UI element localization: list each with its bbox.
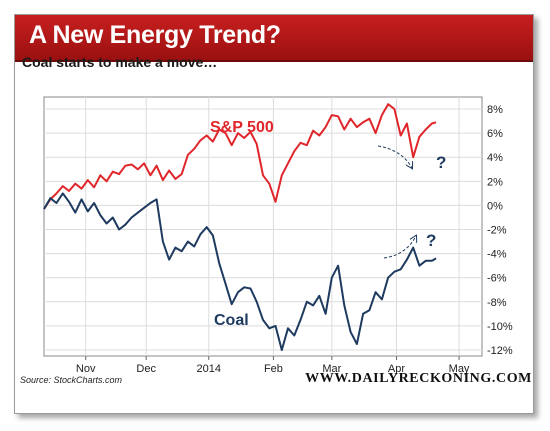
- x-tick-label: Feb: [264, 363, 283, 375]
- chart-labels: S&P 500 Coal??: [210, 119, 446, 329]
- y-tick-label: 4%: [487, 152, 503, 164]
- y-tick-label: -8%: [487, 297, 507, 309]
- y-tick-label: -2%: [487, 225, 507, 237]
- y-tick-label: 8%: [487, 104, 503, 116]
- y-tick-label: 2%: [487, 176, 503, 188]
- up-arrow-icon: [383, 236, 416, 259]
- x-tick-label: Nov: [76, 363, 96, 375]
- sp500-label: S&P 500: [210, 119, 274, 136]
- coal-label: Coal: [214, 312, 249, 329]
- y-tick-label: -6%: [487, 273, 507, 285]
- sp500-series-line: [43, 103, 437, 210]
- question-mark-sp500: ?: [436, 153, 446, 172]
- chart-title: A New Energy Trend?: [29, 21, 281, 49]
- x-tick-label: Apr: [388, 363, 405, 375]
- y-tick-label: 0%: [487, 200, 503, 212]
- title-banner: A New Energy Trend?: [15, 15, 533, 62]
- source-note: Source: StockCharts.com: [20, 375, 123, 385]
- brand-url: WWW.DAILYRECKONING.COM: [305, 371, 532, 386]
- chart-series: [43, 103, 437, 351]
- y-tick-label: -4%: [487, 249, 507, 261]
- x-tick-label: Dec: [136, 363, 156, 375]
- x-tick-label: 2014: [197, 363, 221, 375]
- y-tick-label: -12%: [487, 345, 513, 357]
- down-arrow-icon: [377, 145, 412, 168]
- question-mark-coal: ?: [426, 231, 436, 250]
- y-tick-label: -10%: [487, 321, 513, 333]
- x-tick-label: Mar: [322, 363, 341, 375]
- chart-subtitle: Coal starts to make a move…: [22, 54, 218, 70]
- y-tick-label: 6%: [487, 128, 503, 140]
- coal-series-line: [43, 192, 437, 351]
- chart-axes: 8% 6% 4% 2% 0% -2% -4% -6% -8% -10% -12% Nov Dec 2014…: [76, 104, 513, 375]
- x-tick-label: May: [449, 363, 470, 375]
